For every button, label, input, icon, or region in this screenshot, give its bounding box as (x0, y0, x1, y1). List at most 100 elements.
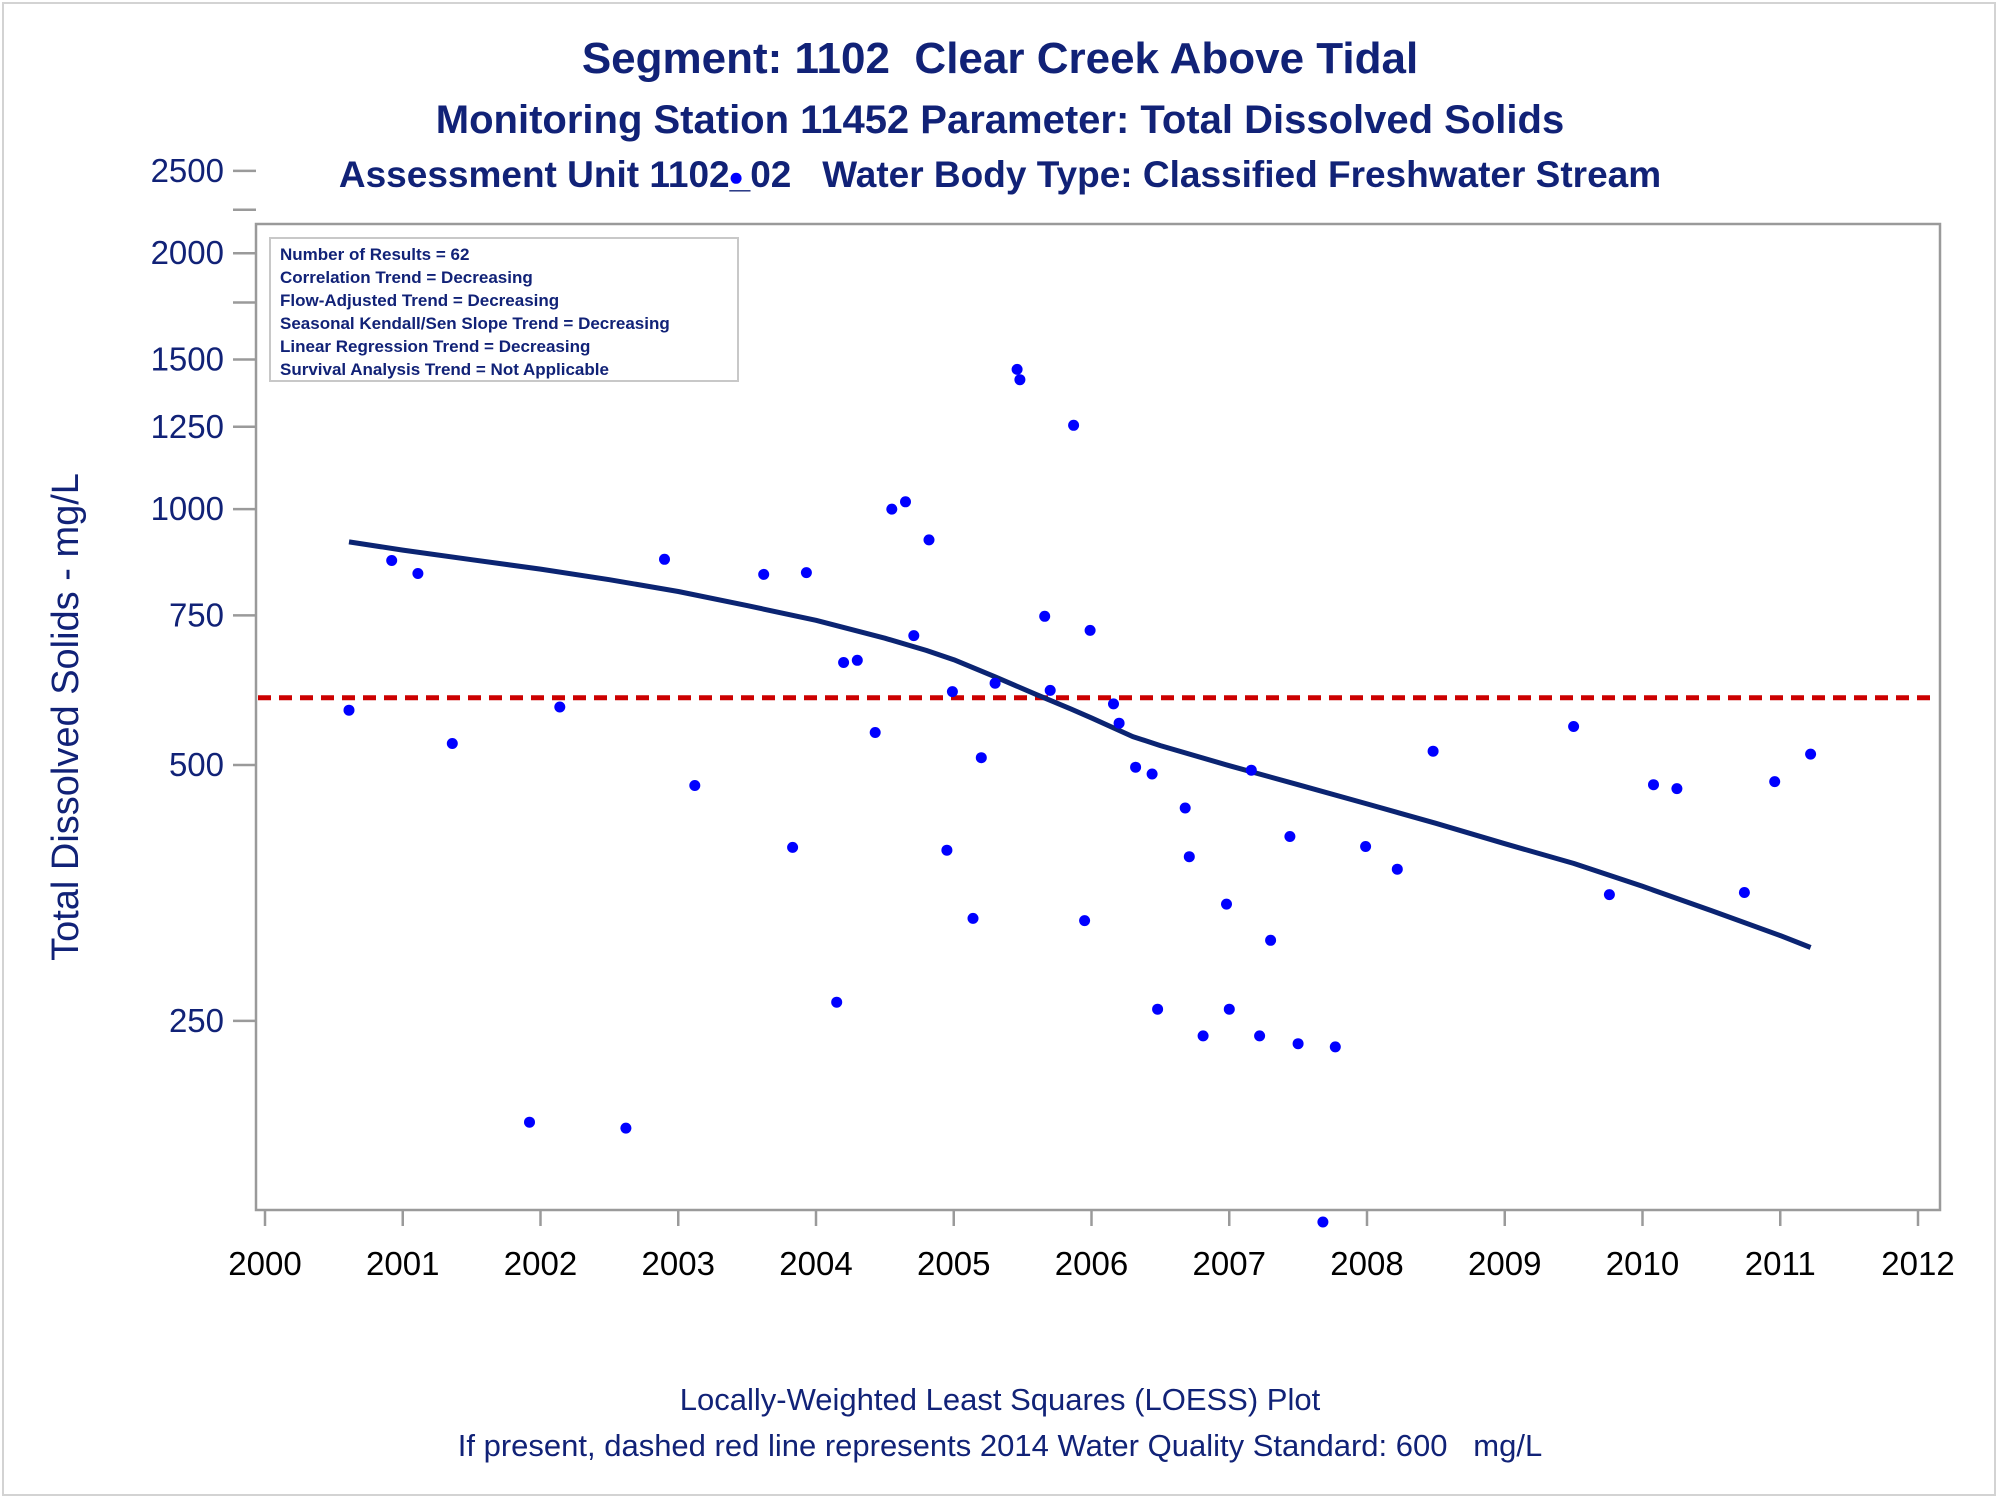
data-point (1284, 831, 1296, 842)
x-tick-label: 2002 (504, 1245, 577, 1282)
y-tick-label: 1500 (151, 340, 224, 377)
data-point (659, 553, 670, 565)
data-point (1044, 684, 1056, 696)
x-axis: 2000 2001 2002 2003 2004 2005 2006 2007 2008 2009… (228, 1210, 1955, 1282)
data-point (1671, 783, 1683, 795)
data-point (1039, 610, 1051, 622)
y-axis: 250 500 750 1000 1250 1500 2000 2500 (151, 152, 256, 1039)
data-point (730, 172, 742, 184)
stats-legend-box: Number of Results = 62 Correlation Trend … (269, 237, 739, 382)
data-point (343, 704, 355, 716)
x-tick-label: 2010 (1606, 1245, 1679, 1282)
data-point (1146, 768, 1158, 780)
chart-subtitle: Monitoring Station 11452 Parameter: Tota… (435, 98, 1565, 142)
stats-legend-line: Correlation Trend = Decreasing (280, 268, 533, 287)
y-tick-label: 750 (169, 596, 224, 633)
stats-legend-frame (269, 237, 739, 382)
y-tick-label: 500 (169, 746, 224, 783)
data-point (758, 568, 770, 580)
data-point (524, 1116, 535, 1128)
data-point (1108, 698, 1119, 710)
x-tick-label: 2007 (1193, 1245, 1266, 1282)
data-point (1265, 934, 1277, 946)
data-point (1152, 1003, 1164, 1015)
data-point (1254, 1030, 1266, 1042)
data-point (1245, 764, 1257, 776)
x-tick-label: 2000 (228, 1245, 301, 1282)
data-point (1329, 1041, 1341, 1053)
data-point (446, 738, 458, 749)
data-point (1769, 776, 1781, 788)
data-point (554, 701, 566, 713)
plot-area (254, 222, 1942, 1212)
data-point (1360, 841, 1372, 852)
x-tick-label: 2006 (1055, 1245, 1128, 1282)
data-point (1603, 889, 1615, 901)
stats-legend-line: Linear Regression Trend = Decreasing (280, 337, 590, 356)
data-point (412, 568, 424, 579)
data-point (689, 780, 701, 791)
data-point (1179, 802, 1191, 814)
data-point (1130, 761, 1142, 773)
data-point (838, 657, 850, 668)
stats-legend-line: Survival Analysis Trend = Not Applicable (280, 360, 609, 379)
y-tick-label: 1000 (151, 490, 224, 527)
x-tick-label: 2012 (1881, 1245, 1954, 1282)
y-axis-label: Total Dissolved Solids - mg/L (45, 473, 87, 961)
data-point (1221, 898, 1232, 910)
y-tick-label: 2500 (151, 152, 224, 189)
data-point (941, 844, 953, 856)
data-point (1014, 374, 1026, 386)
data-point (946, 686, 958, 698)
data-point (1223, 1003, 1235, 1015)
y-tick-label: 250 (169, 1002, 224, 1039)
data-point (1113, 717, 1125, 729)
data-point (908, 630, 920, 642)
y-tick-label: 2000 (151, 234, 224, 271)
data-point (989, 677, 1001, 689)
data-point (1391, 863, 1403, 875)
data-point (1805, 748, 1817, 760)
data-point (869, 727, 881, 738)
x-tick-label: 2009 (1468, 1245, 1541, 1282)
data-point (900, 496, 911, 508)
x-tick-label: 2003 (642, 1245, 715, 1282)
stats-legend-line: Seasonal Kendall/Sen Slope Trend = Decre… (280, 314, 670, 333)
data-point (1197, 1030, 1209, 1042)
y-tick-label: 1250 (151, 408, 224, 445)
data-point (1068, 419, 1080, 431)
x-tick-label: 2004 (779, 1245, 852, 1282)
data-point (1317, 1216, 1329, 1228)
data-point (1648, 779, 1659, 791)
stats-legend-line: Flow-Adjusted Trend = Decreasing (280, 291, 559, 310)
data-point (831, 996, 843, 1008)
data-point (923, 534, 935, 546)
data-point (1738, 887, 1750, 898)
data-point (787, 841, 799, 853)
data-point (1183, 851, 1195, 863)
x-tick-label: 2001 (366, 1245, 439, 1282)
footnote-loess: Locally-Weighted Least Squares (LOESS) P… (679, 1382, 1321, 1417)
data-point (1079, 915, 1091, 927)
data-point (800, 567, 812, 579)
data-point (386, 555, 398, 566)
footnote-standard: If present, dashed red line represents 2… (457, 1428, 1543, 1463)
stats-legend-line: Number of Results = 62 (280, 245, 469, 264)
data-point (1084, 624, 1096, 636)
loess-trend-line (348, 539, 1812, 950)
points-layer (343, 172, 1817, 1228)
x-tick-label: 2011 (1745, 1245, 1816, 1282)
loess-layer (348, 539, 1812, 950)
data-point (1427, 745, 1439, 757)
data-point (1011, 363, 1023, 375)
chart-subtitle-2: Assessment Unit 1102_02 Water Body Type:… (338, 154, 1662, 195)
data-point (886, 503, 898, 515)
chart-title: Segment: 1102 Clear Creek Above Tidal (581, 34, 1419, 83)
data-point (620, 1122, 632, 1134)
data-point (975, 752, 987, 764)
x-tick-label: 2005 (917, 1245, 990, 1282)
x-tick-label: 2008 (1330, 1245, 1403, 1282)
data-point (967, 912, 979, 924)
data-point (1568, 721, 1580, 732)
